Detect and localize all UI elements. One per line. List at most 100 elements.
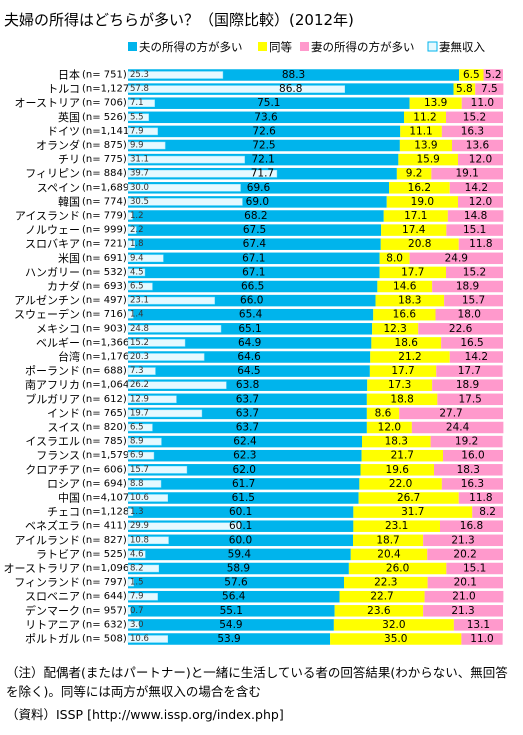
value-label: 5.2 — [485, 69, 502, 81]
value-label: 59.4 — [228, 548, 252, 560]
no-income-bar — [127, 268, 146, 277]
bar-segment — [366, 393, 438, 406]
value-label: 22.6 — [449, 323, 473, 335]
category-label: オーストラリア — [4, 562, 80, 575]
value-label: 62.4 — [233, 436, 257, 448]
value-label: 23.6 — [367, 605, 391, 617]
no-income-bar — [127, 325, 222, 333]
value-label: 63.7 — [236, 422, 259, 434]
bar-segment — [128, 590, 340, 603]
value-label: 9.2 — [406, 168, 423, 180]
value-label: 26.0 — [386, 563, 409, 575]
category-label: アイスランド — [15, 210, 80, 223]
bar-segment — [396, 167, 432, 180]
sample-size: (n= 526) — [82, 112, 127, 123]
bar-segment — [358, 492, 459, 504]
value-label: 73.6 — [254, 111, 278, 123]
bar-segment — [379, 266, 446, 279]
value-label: 65.1 — [238, 323, 261, 335]
bar-segment — [423, 605, 503, 617]
bar-segment — [411, 421, 504, 434]
value-label: 64.9 — [238, 337, 261, 349]
value-label: 15.1 — [463, 563, 486, 575]
bar-segment — [128, 520, 354, 532]
no-income-label: 39.7 — [130, 169, 149, 179]
value-label: 18.7 — [376, 534, 399, 546]
bar-segment — [437, 393, 503, 406]
bar-segment — [458, 153, 503, 166]
bar-segment — [379, 252, 410, 265]
value-label: 55.1 — [220, 605, 243, 617]
sample-size: (n= 957) — [82, 605, 127, 616]
sample-size: (n=1,579) — [82, 450, 133, 461]
bar-segment — [128, 308, 374, 321]
value-label: 8.6 — [375, 407, 392, 419]
value-label: 17.7 — [391, 365, 414, 377]
bar-segment — [128, 407, 367, 420]
value-label: 21.3 — [451, 534, 474, 546]
bar-segment — [128, 449, 362, 462]
no-income-bar — [127, 113, 149, 122]
bar-segment — [128, 478, 360, 490]
value-label: 11.8 — [469, 238, 492, 250]
sample-size: (n= 525) — [82, 549, 127, 560]
value-label: 65.4 — [239, 309, 263, 321]
value-label: 67.4 — [243, 238, 267, 250]
value-label: 18.9 — [456, 281, 479, 293]
sample-size: (n=1,176) — [82, 352, 133, 363]
bar-segment — [434, 464, 503, 476]
no-income-bar — [127, 240, 135, 248]
no-income-bar — [127, 437, 162, 446]
bar-segment — [128, 337, 372, 349]
bar-segment — [427, 576, 503, 589]
bar-segment — [128, 224, 382, 236]
bar-segment — [128, 548, 351, 561]
legend-swatch — [300, 42, 309, 51]
bar-segment — [446, 111, 503, 124]
bar-segment — [399, 407, 503, 420]
sample-size: (n= 411) — [82, 521, 127, 532]
value-label: 13.1 — [467, 619, 490, 631]
legend-swatch — [258, 42, 267, 51]
value-label: 67.1 — [242, 252, 265, 264]
sample-size: (n= 688) — [82, 366, 127, 377]
no-income-label: 15.2 — [130, 338, 149, 348]
value-label: 11.8 — [469, 492, 492, 504]
value-label: 35.0 — [384, 633, 407, 645]
sample-size: (n= 820) — [82, 422, 127, 433]
value-label: 15.1 — [463, 224, 486, 236]
no-income-bar — [127, 127, 158, 136]
legend-label: 夫の所得の方が多い — [139, 40, 243, 54]
chart: 夫婦の所得はどちらが多い？（国際比較）(2012年) 夫の所得の方が多い 同等 妻の… — [4, 11, 504, 646]
category-label: スペイン — [37, 181, 80, 194]
value-label: 12.0 — [469, 196, 492, 208]
category-label: フィンランド — [14, 576, 80, 589]
no-income-bar — [127, 85, 345, 93]
bar-segment — [128, 97, 410, 109]
category-label: 台湾 — [58, 350, 80, 364]
bar-segment — [334, 605, 424, 617]
value-label: 24.9 — [445, 252, 468, 264]
category-label: アイルランド — [15, 534, 80, 547]
no-income-label: 3.0 — [130, 620, 144, 630]
bar-segment — [360, 464, 434, 476]
bar-segment — [447, 210, 504, 222]
bar-segment — [128, 196, 387, 208]
no-income-label: 7.1 — [130, 98, 144, 108]
value-label: 72.6 — [252, 125, 276, 137]
value-label: 18.3 — [457, 464, 480, 476]
bar-segment — [446, 266, 503, 279]
bar-segment — [440, 520, 503, 532]
value-label: 11.1 — [409, 125, 432, 137]
category-label: リトアニア — [25, 618, 80, 631]
no-income-bar — [127, 198, 243, 206]
value-label: 14.2 — [465, 182, 488, 194]
bar-segment — [432, 280, 503, 293]
category-label: 米国 — [58, 252, 80, 265]
no-income-bar — [127, 592, 158, 601]
no-income-bar — [127, 254, 164, 263]
value-label: 21.2 — [398, 351, 421, 363]
value-label: 14.2 — [465, 351, 488, 363]
bar-segment — [436, 365, 503, 377]
value-label: 32.0 — [382, 619, 405, 631]
